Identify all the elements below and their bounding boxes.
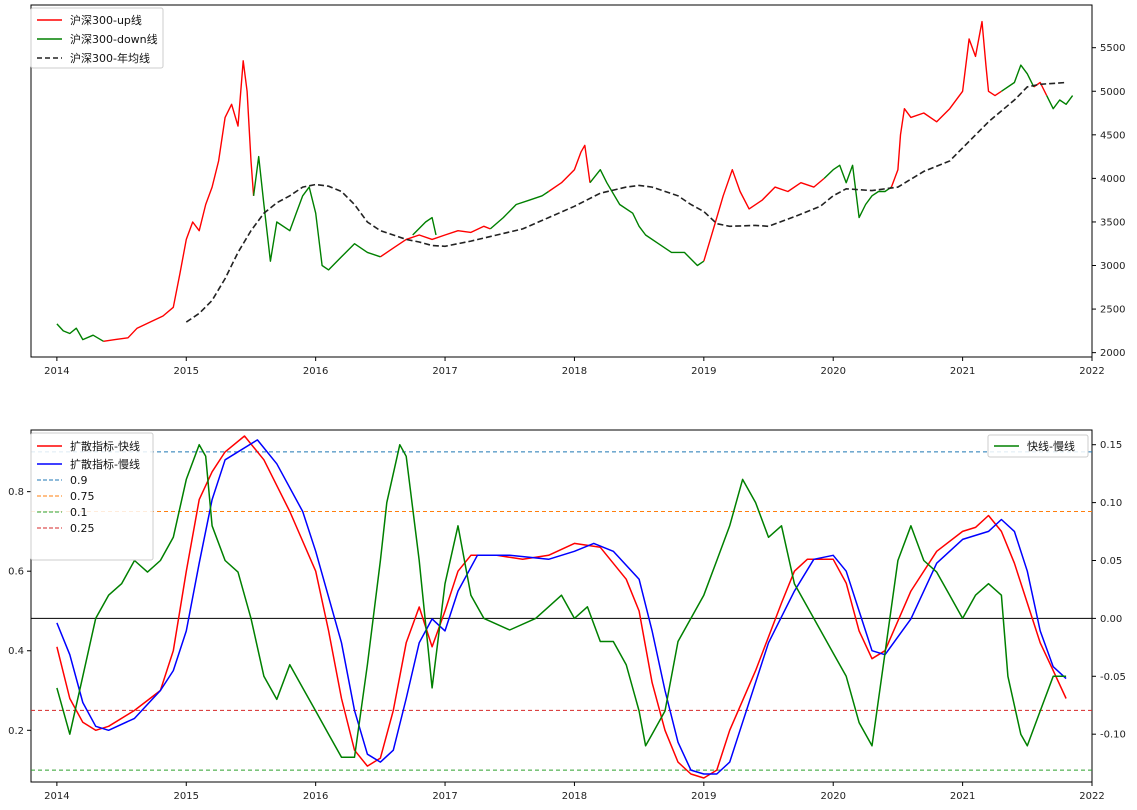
top-x-tick-label: 2014	[44, 366, 69, 377]
top-series-1-segment	[1001, 64, 1035, 92]
legend-label-diff: 快线-慢线	[1027, 439, 1075, 453]
bottom-right-y-tick-label: 0.00	[1100, 614, 1122, 625]
top-plot-frame	[30, 4, 1093, 358]
top-x-tick-label: 2021	[950, 366, 975, 377]
top-series-0-segment	[703, 169, 825, 262]
bottom-x-axis: 2014 2015 2016 2017 2018 2019 2020 2021 2022	[44, 782, 1105, 802]
legend-label-up: 沪深300-up线	[70, 13, 142, 27]
top-y-tick-label: 2000	[1100, 348, 1125, 359]
bottom-x-tick-label: 2014	[44, 791, 69, 802]
bottom-x-tick-label: 2017	[432, 791, 457, 802]
top-series-1-segment	[412, 216, 437, 236]
top-y-tick-label: 5500	[1100, 43, 1125, 54]
bottom-right-y-tick-label: 0.10	[1100, 498, 1122, 509]
legend-label-ma: 沪深300-年均线	[70, 51, 150, 65]
top-x-tick-label: 2016	[303, 366, 328, 377]
top-price-chart: 2014 2015 2016 2017 2018 2019 2020 2021 2022 200…	[30, 4, 1125, 377]
legend-label-0.1: 0.1	[70, 506, 88, 519]
top-x-axis: 2014 2015 2016 2017 2018 2019 2020 2021 2022	[44, 357, 1105, 377]
top-series-1-segment	[489, 190, 549, 230]
bottom-y-axis-left: 0.2 0.4 0.6 0.8	[8, 487, 31, 737]
legend-label-fast: 扩散指标-快线	[70, 439, 140, 453]
bottom-left-y-tick-label: 0.8	[8, 487, 24, 498]
top-y-tick-label: 5000	[1100, 87, 1125, 98]
top-x-tick-label: 2020	[820, 366, 845, 377]
bottom-series-layer	[31, 435, 1092, 779]
bottom-legend-right: 快线-慢线	[987, 434, 1089, 458]
legend-label-slow: 扩散指标-慢线	[70, 457, 140, 471]
legend-label-0.9: 0.9	[70, 474, 88, 487]
top-series-1-segment	[252, 155, 381, 271]
top-series-1-segment	[589, 169, 705, 267]
legend-label-0.75: 0.75	[70, 490, 95, 503]
bottom-series-0-line	[56, 435, 1067, 779]
top-y-tick-label: 2500	[1100, 305, 1125, 316]
top-legend-box	[30, 7, 164, 69]
top-y-axis-right: 2000 2500 3000 3500 4000 4500 5000 5500	[1092, 43, 1125, 359]
top-series-layer	[56, 20, 1074, 342]
bottom-x-tick-label: 2022	[1079, 791, 1104, 802]
bottom-legend-right-box	[987, 434, 1089, 458]
top-legend: 沪深300-up线 沪深300-down线 沪深300-年均线	[30, 7, 164, 69]
legend-label-down: 沪深300-down线	[70, 32, 158, 46]
bottom-y-axis-right: -0.10 -0.05 0.00 0.05 0.10 0.15	[1092, 440, 1126, 741]
top-x-tick-label: 2015	[174, 366, 199, 377]
top-series-0-segment	[890, 20, 1002, 188]
bottom-series-1-line	[56, 439, 1067, 775]
top-x-tick-label: 2018	[562, 366, 587, 377]
top-y-tick-label: 3500	[1100, 217, 1125, 228]
bottom-right-y-tick-label: -0.05	[1100, 672, 1126, 683]
bottom-series-2-line	[56, 443, 1067, 759]
bottom-right-y-tick-label: -0.10	[1100, 730, 1126, 741]
top-series-2-line	[185, 81, 1067, 323]
bottom-left-y-tick-label: 0.6	[8, 567, 24, 578]
bottom-x-tick-label: 2018	[562, 791, 587, 802]
top-y-tick-label: 4000	[1100, 174, 1125, 185]
top-y-tick-label: 3000	[1100, 261, 1125, 272]
top-series-1-segment	[1046, 95, 1074, 110]
top-x-tick-label: 2017	[432, 366, 457, 377]
top-series-1-segment	[56, 323, 104, 342]
top-series-1-segment	[823, 164, 892, 219]
bottom-x-tick-label: 2016	[303, 791, 328, 802]
legend-label-0.25: 0.25	[70, 522, 95, 535]
top-series-0-segment	[103, 60, 255, 342]
bottom-plot-frame	[30, 429, 1093, 783]
bottom-legend-left: 扩散指标-快线 扩散指标-慢线 0.9 0.75 0.1 0.25	[30, 432, 154, 561]
bottom-indicator-chart: 2014 2015 2016 2017 2018 2019 2020 2021 2022 0.2…	[8, 429, 1126, 802]
bottom-x-tick-label: 2015	[174, 791, 199, 802]
top-x-tick-label: 2019	[691, 366, 716, 377]
bottom-left-y-tick-label: 0.2	[8, 726, 24, 737]
top-y-tick-label: 4500	[1100, 130, 1125, 141]
bottom-x-tick-label: 2021	[950, 791, 975, 802]
bottom-right-y-tick-label: 0.05	[1100, 556, 1122, 567]
bottom-x-tick-label: 2019	[691, 791, 716, 802]
bottom-x-tick-label: 2020	[820, 791, 845, 802]
bottom-right-y-tick-label: 0.15	[1100, 440, 1122, 451]
top-series-0-segment	[548, 144, 591, 193]
top-series-0-segment	[380, 225, 491, 258]
top-x-tick-label: 2022	[1079, 366, 1104, 377]
bottom-left-y-tick-label: 0.4	[8, 646, 24, 657]
